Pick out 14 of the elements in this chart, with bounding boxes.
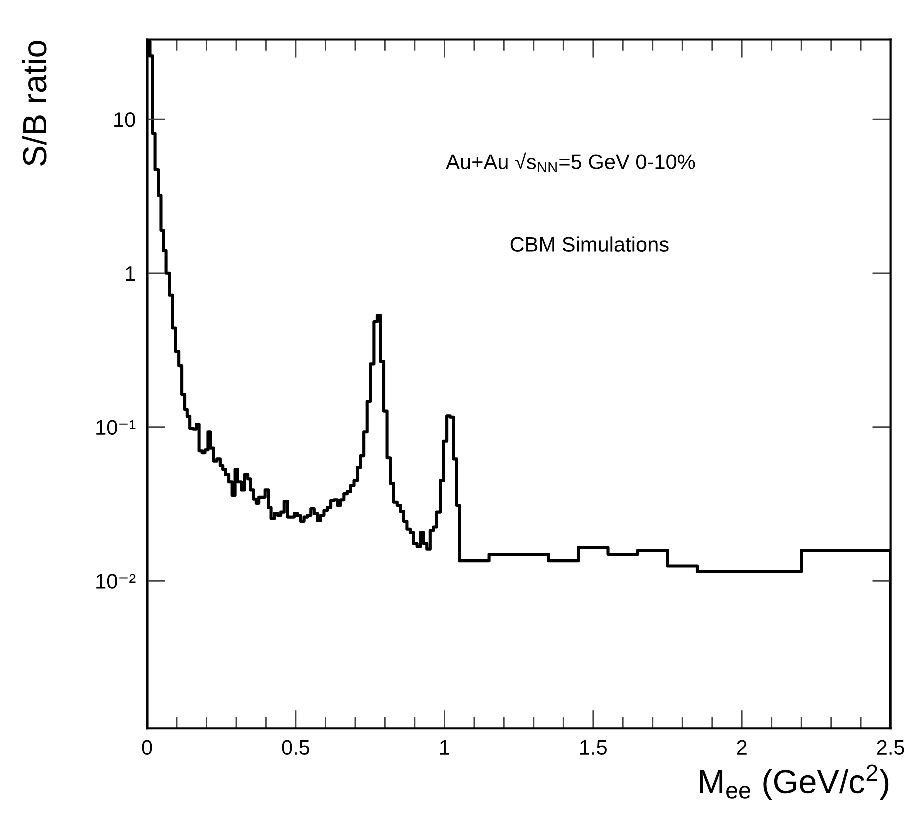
annotation: Au+Au √s$_{NN}$=5 GeV 0-10%	[446, 152, 696, 173]
y-tick-label: 10	[114, 112, 136, 128]
x-tick-label: 2	[737, 740, 747, 755]
y-tick-label: 10⁻²	[96, 574, 136, 589]
x-tick-label: 1.5	[580, 740, 608, 756]
x-tick-label: 1	[440, 740, 450, 755]
y-axis-title: S/B ratio	[22, 41, 47, 166]
annotation: CBM Simulations	[510, 236, 669, 252]
y-tick-label: 10⁻¹	[96, 420, 136, 436]
x-axis-title: M$_{ee}$ (GeV/c$^{2}$)	[700, 764, 889, 800]
x-tick-label: 2.5	[877, 740, 904, 756]
x-tick-label: 0	[142, 740, 152, 756]
y-tick-label: 1	[126, 266, 136, 281]
x-tick-label: 0.5	[282, 740, 310, 756]
